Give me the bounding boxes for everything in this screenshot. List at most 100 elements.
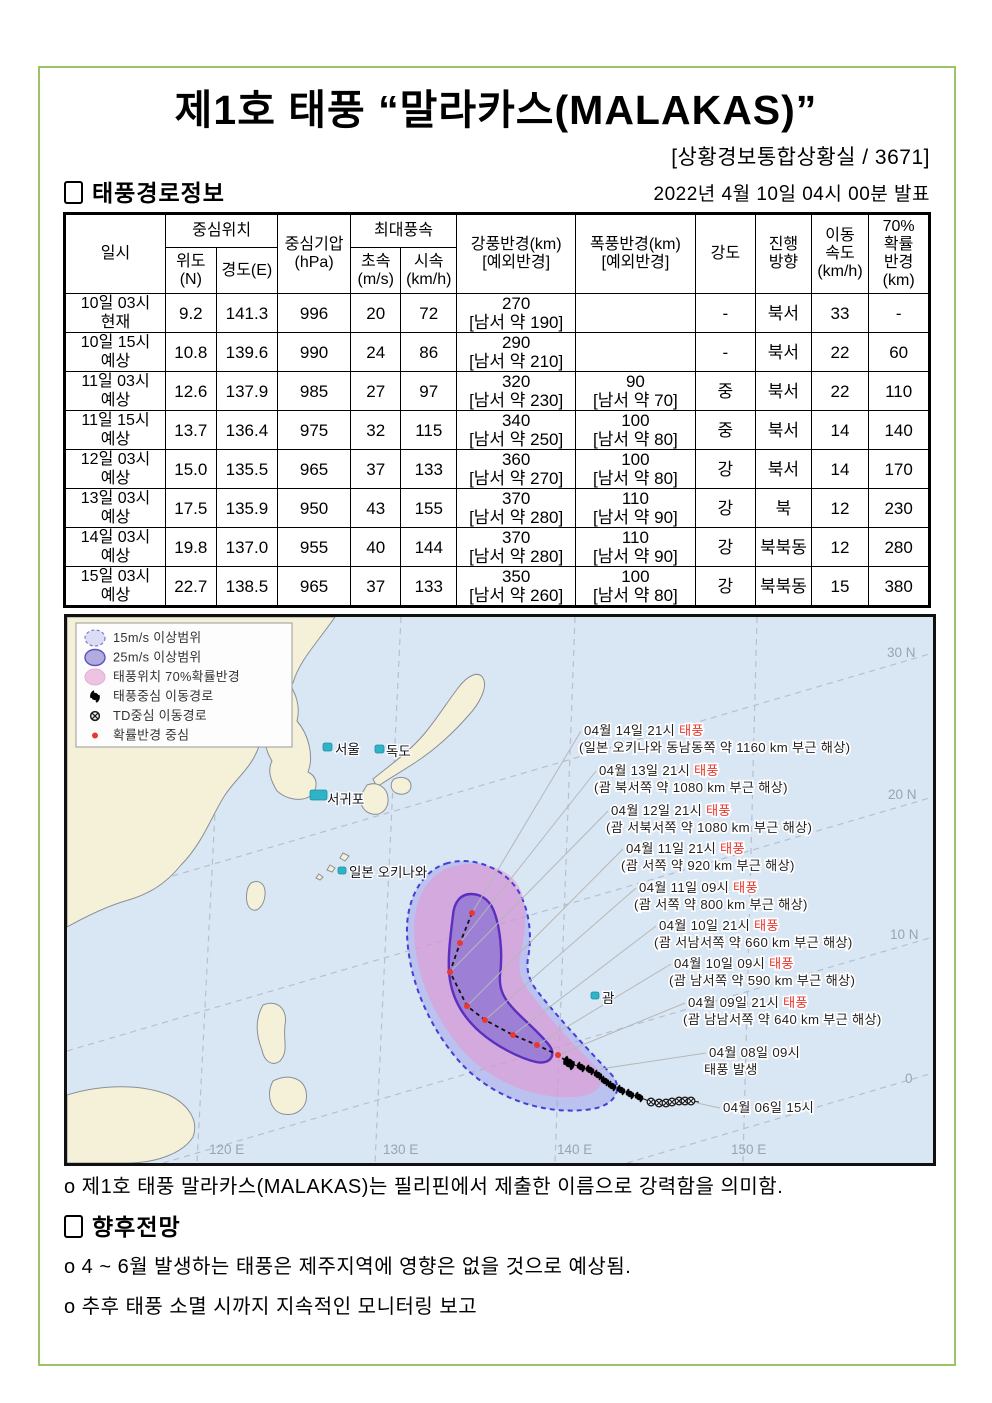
page-border <box>38 66 956 1366</box>
city-label: 서울 <box>335 742 360 757</box>
table-cell: 17.5 <box>165 488 217 528</box>
table-cell: 115 <box>400 410 458 450</box>
track-annotation: 04월 06일 15시 <box>723 1100 814 1115</box>
table-cell: 996 <box>277 293 351 333</box>
col-datetime: 일시 <box>63 213 167 294</box>
map-svg: 04월 14일 21시 태풍 (일본 오키나와 동남동쪽 약 1160 km 부근… <box>66 616 934 1164</box>
taiwan <box>246 881 266 911</box>
table-cell: 110 <box>868 371 930 411</box>
typhoon-center-symbol <box>576 1061 586 1073</box>
table-cell: 14일 03시 예상 <box>63 527 167 567</box>
table-cell: 중 <box>694 410 757 450</box>
track-annotation-desc: (괌 남서쪽 약 590 km 부근 해상) <box>669 973 855 988</box>
table-cell: 북서 <box>755 332 812 372</box>
borneo <box>66 1086 196 1164</box>
legend-dot-icon <box>92 732 98 739</box>
probability-center-dot <box>482 1017 488 1023</box>
forecast-cone <box>405 860 619 1112</box>
table-row: 13일 03시 예상 17.5 135.9 950 43 155 370 [남서 약 280… <box>63 488 930 528</box>
legend-label: 태풍위치 70%확률반경 <box>113 669 240 684</box>
table-cell: 40 <box>349 527 402 567</box>
table-cell: 290 [남서 약 210] <box>456 332 577 372</box>
table-cell: 20 <box>349 293 402 333</box>
latitude-label: 0 <box>905 1071 913 1086</box>
track-annotation: 04월 10일 21시 태풍 <box>659 918 779 933</box>
annotation-leader-line <box>471 730 582 914</box>
philippines-luzon <box>256 1002 286 1064</box>
table-cell: 155 <box>400 488 458 528</box>
track-annotation: 04월 11일 09시 태풍 <box>639 880 758 895</box>
probability-center-dot <box>510 1032 516 1038</box>
table-cell: 138.5 <box>215 566 279 607</box>
table-row: 10일 15시 예상 10.8 139.6 990 24 86 290 [남서 약 210]… <box>63 332 930 372</box>
table-cell: 950 <box>277 488 351 528</box>
note-outlook-2: o 추후 태풍 소멸 시까지 지속적인 모니터링 보고 <box>64 1296 478 1318</box>
city-label: 일본 오키나와 <box>349 865 427 880</box>
typhoon-track-map: 04월 14일 21시 태풍 (일본 오키나와 동남동쪽 약 1160 km 부근… <box>64 614 936 1166</box>
note-name-meaning: o 제1호 태풍 말라카스(MALAKAS)는 필리핀에서 제출한 이름으로 강… <box>64 1176 784 1198</box>
col-strong-radius: 강풍반경(km) [예외반경] <box>456 213 577 294</box>
col-center: 중심위치 <box>165 213 279 248</box>
legend-prob70-icon <box>84 668 106 686</box>
table-cell: 100 [남서 약 80] <box>575 449 696 489</box>
typhoon-track-table: 일시 중심위치 중심기압 (hPa) 최대풍속 강풍반경(km) [예외반경] … <box>63 212 931 608</box>
probability-center-dot <box>469 910 475 916</box>
track-annotation: 04월 14일 21시 태풍 <box>584 723 704 738</box>
td-symbol <box>667 1097 677 1107</box>
table-cell: 90 [남서 약 70] <box>575 371 696 411</box>
table-cell: - <box>694 293 757 333</box>
checkbox-icon <box>64 181 83 204</box>
col-lat: 위도(N) <box>165 247 217 294</box>
legend-label: 25m/s 이상범위 <box>113 650 202 665</box>
track-annotation: 04월 13일 21시 태풍 <box>599 763 719 778</box>
table-row: 12일 03시 예상 15.0 135.5 965 37 133 360 [남서 약 270… <box>63 449 930 489</box>
table-cell: 15.0 <box>165 449 217 489</box>
checkbox-icon <box>64 1215 83 1238</box>
table-cell: 955 <box>277 527 351 567</box>
track-annotation: 04월 12일 21시 태풍 <box>611 803 731 818</box>
track-annotation-desc: (괌 남남서쪽 약 640 km 부근 해상) <box>683 1012 882 1027</box>
probability-center-dot <box>464 1003 470 1009</box>
col-storm-radius: 폭풍반경(km) [예외반경] <box>575 213 696 294</box>
section-track-label: 태풍경로정보 <box>92 180 225 206</box>
table-row: 11일 03시 예상 12.6 137.9 985 27 97 320 [남서 약 230]… <box>63 371 930 411</box>
track-annotation-desc: 태풍 발생 <box>704 1062 758 1077</box>
track-annotation: 04월 10일 09시 태풍 <box>674 956 794 971</box>
section-track-info: 태풍경로정보 <box>64 174 225 208</box>
page-title: 제1호 태풍 “말라카스(MALAKAS)” <box>174 87 818 133</box>
legend-range25-icon <box>84 648 106 667</box>
latitude-label: 20 N <box>888 787 917 802</box>
table-cell: 144 <box>400 527 458 567</box>
col-maxwind: 최대풍속 <box>349 213 458 248</box>
city-label: 괌 <box>602 991 614 1006</box>
annotation-leader-line <box>557 1002 686 1056</box>
track-annotation-desc: (괌 서쪽 약 800 km 부근 해상) <box>634 897 808 912</box>
table-cell: 97 <box>400 371 458 411</box>
legend-label: TD중심 이동경로 <box>113 708 207 723</box>
table-cell: - <box>694 332 757 372</box>
table-cell: 136.4 <box>215 410 279 450</box>
longitude-label: 150 E <box>731 1142 766 1157</box>
table-cell: 10일 03시 현재 <box>63 293 167 333</box>
city-label: 독도 <box>386 744 411 759</box>
td-symbol <box>686 1096 696 1106</box>
philippines-mindanao <box>269 1076 307 1115</box>
typhoon-center-symbol <box>585 1064 595 1076</box>
annotation-leader-line <box>459 770 597 944</box>
typhoon-center-symbol <box>600 1075 610 1087</box>
table-cell: 22 <box>810 332 870 372</box>
legend-range15-icon <box>84 629 106 647</box>
table-cell: 33 <box>810 293 870 333</box>
col-wind-kmh: 시속 (km/h) <box>400 247 458 294</box>
legend-box <box>75 622 293 748</box>
col-prob70: 70% 확률 반경 (km) <box>868 213 930 294</box>
note-outlook-1: o 4 ~ 6월 발생하는 태풍은 제주지역에 영향은 없을 것으로 예상됨. <box>64 1256 632 1278</box>
table-cell: 27 <box>349 371 402 411</box>
table-cell: 11일 15시 예상 <box>63 410 167 450</box>
table-cell: 22 <box>810 371 870 411</box>
table-cell: 북서 <box>755 410 812 450</box>
table-row: 15일 03시 예상 22.7 138.5 965 37 133 350 [남서 약 260… <box>63 566 930 607</box>
table-cell: 965 <box>277 566 351 607</box>
probability-center-dot <box>555 1052 561 1058</box>
annotation-leader-line <box>599 1052 707 1070</box>
